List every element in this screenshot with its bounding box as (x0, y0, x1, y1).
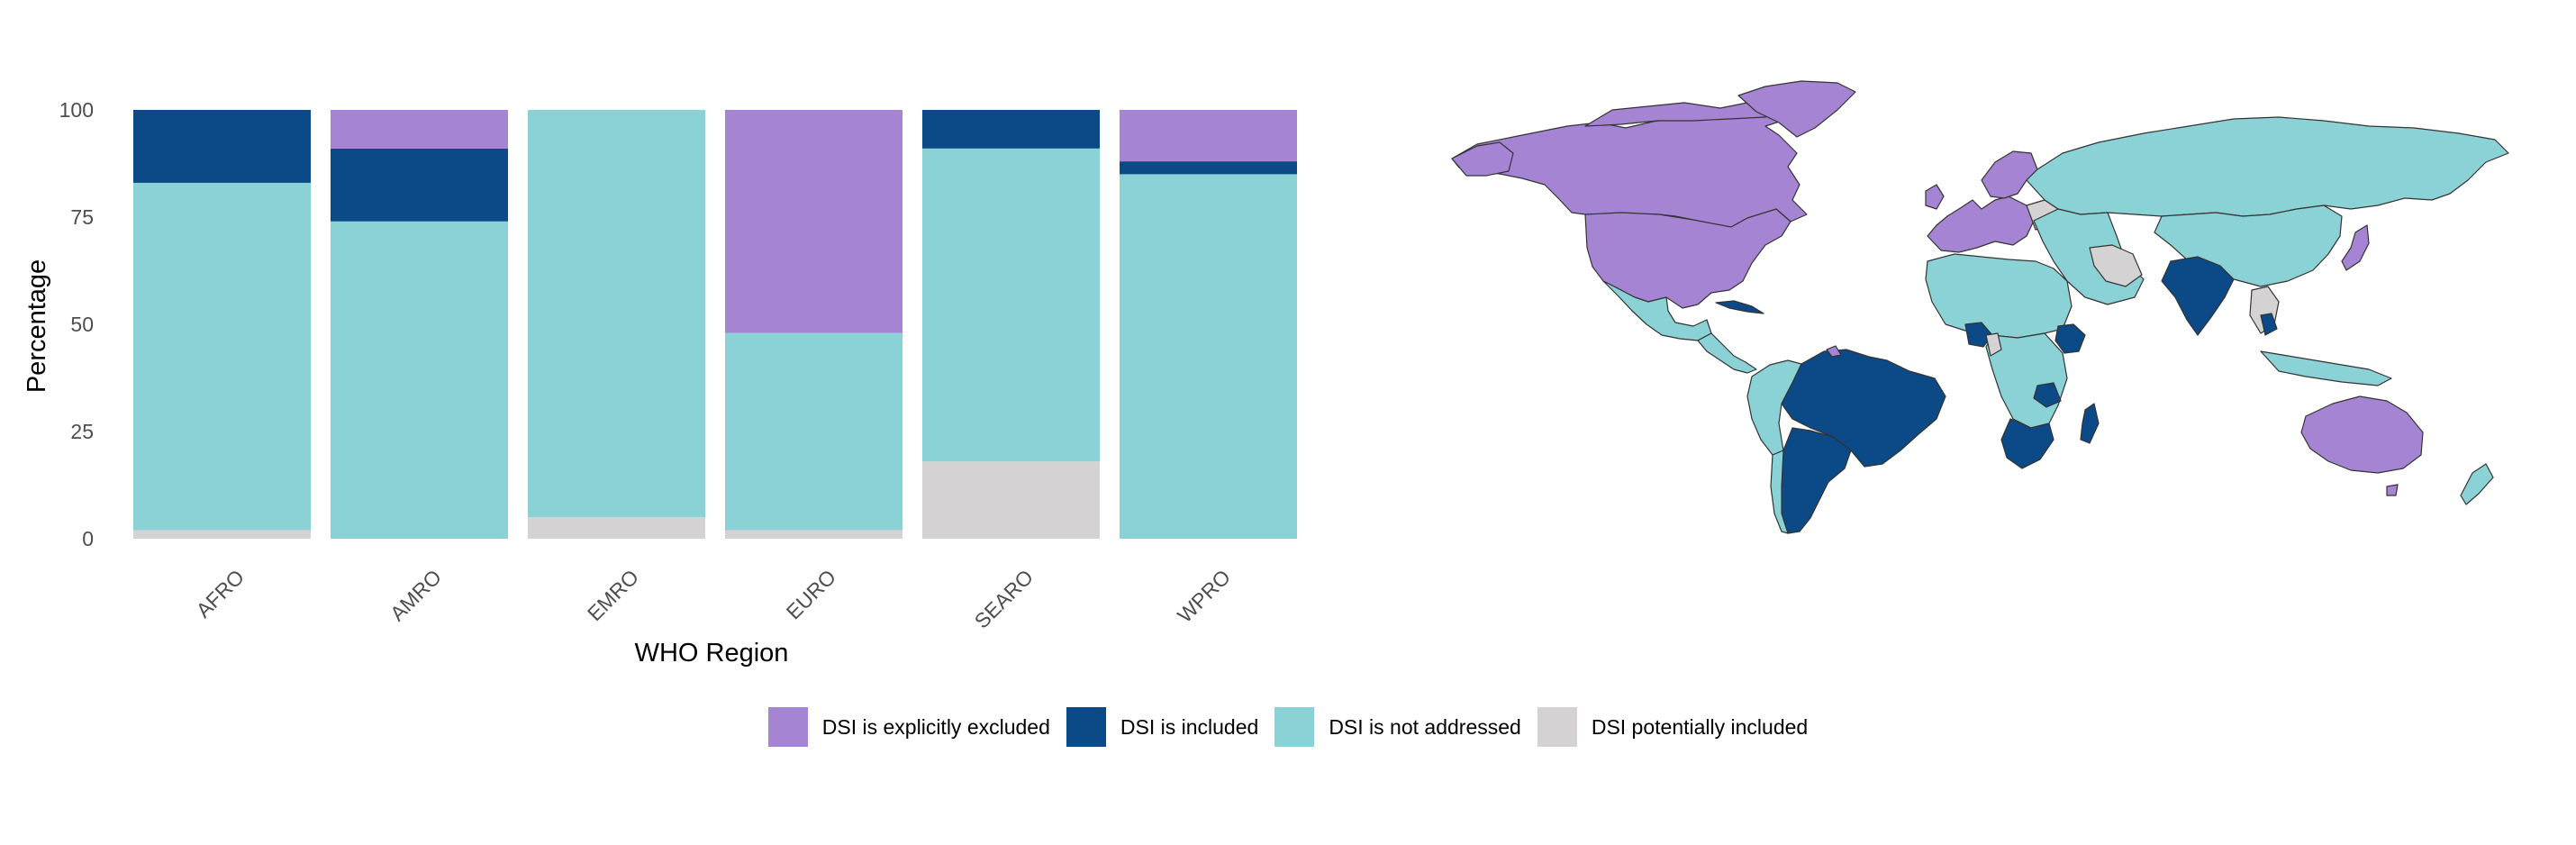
bar-afro-dsi-is-included (133, 110, 311, 183)
legend-key-excluded (767, 707, 808, 747)
legend: DSI is explicitly excluded DSI is includ… (0, 704, 2576, 750)
map-region-greenland (1737, 80, 1856, 138)
map-region-sahel (1985, 332, 2002, 357)
bar-emro-dsi-is-not-addressed (528, 110, 705, 518)
map-region-uk (1925, 184, 1945, 210)
world-choropleth-map (1451, 80, 2509, 534)
y-tick-label-50: 50 (70, 313, 94, 336)
x-tick-label-amro: AMRO (385, 565, 446, 625)
bar-amro-dsi-is-not-addressed (331, 221, 508, 539)
legend-item-included: DSI is included (1066, 707, 1258, 747)
y-tick-label-100: 100 (59, 98, 94, 122)
bar-euro-dsi-is-explicitly-excluded (725, 110, 903, 333)
bar-searo-dsi-is-included (922, 110, 1100, 149)
legend-item-excluded: DSI is explicitly excluded (767, 707, 1050, 747)
map-region-guiana (1826, 345, 1842, 358)
map-region-ethiopia (2054, 323, 2086, 354)
bar-euro-dsi-potentially-included (725, 530, 903, 539)
bar-wpro-dsi-is-explicitly-excluded (1120, 110, 1297, 162)
map-region-cuba (1715, 300, 1764, 314)
map-region-japan (2341, 224, 2370, 271)
legend-label-potentially-included: DSI potentially included (1591, 714, 1809, 739)
bar-amro-dsi-is-included (331, 148, 508, 222)
legend-item-not-addressed: DSI is not addressed (1274, 707, 1521, 747)
map-region-europe-west (1927, 195, 2035, 253)
bar-afro-dsi-potentially-included (133, 530, 311, 539)
y-tick-label-0: 0 (82, 527, 94, 550)
map-region-tasmania (2386, 484, 2399, 496)
x-axis-title: WHO Region (635, 639, 789, 668)
bar-emro-dsi-potentially-included (528, 517, 705, 539)
map-region-southern-africa (2000, 418, 2054, 469)
x-tick-label-emro: EMRO (583, 565, 643, 625)
map-region-australia (2300, 395, 2424, 474)
bars (133, 110, 1297, 539)
map-region-south-america-west (1746, 359, 1802, 456)
map-region-mexico (1602, 280, 1712, 341)
y-axis: 0 25 50 75 100 (59, 98, 94, 550)
x-tick-label-afro: AFRO (191, 565, 249, 622)
bar-afro-dsi-is-not-addressed (133, 182, 311, 531)
legend-key-included (1066, 707, 1106, 747)
legend-item-potentially-included: DSI potentially included (1537, 707, 1808, 747)
map-region-russia (2026, 116, 2509, 217)
y-axis-title: Percentage (23, 259, 51, 393)
legend-key-potentially-included (1537, 707, 1577, 747)
map-region-east-africa (2033, 382, 2062, 408)
map-region-north-africa (1925, 253, 2073, 339)
bar-wpro-dsi-is-included (1120, 161, 1297, 175)
legend-label-excluded: DSI is explicitly excluded (821, 714, 1050, 739)
bar-searo-dsi-is-not-addressed (922, 148, 1100, 462)
map-region-indonesia (2260, 350, 2392, 386)
x-axis: AFRO AMRO EMRO EURO SEARO WPRO (191, 565, 1235, 632)
map-region-alaska (1451, 141, 1514, 177)
x-tick-label-wpro: WPRO (1173, 565, 1235, 627)
map-region-new-zealand (2460, 463, 2494, 505)
y-tick-label-25: 25 (70, 420, 94, 443)
map-region-scandinavia (1981, 150, 2038, 199)
map-region-brazil (1781, 349, 1946, 468)
map-region-madagascar (2080, 403, 2100, 444)
bar-amro-dsi-is-explicitly-excluded (331, 110, 508, 149)
map-region-central-america (1697, 332, 1757, 374)
bar-wpro-dsi-is-not-addressed (1120, 174, 1297, 539)
y-tick-label-75: 75 (70, 205, 94, 229)
stacked-bar-chart: 0 25 50 75 100 AFRO AMRO EMRO EURO SEARO WPRO Per… (23, 98, 1297, 668)
legend-label-included: DSI is included (1120, 714, 1259, 739)
legend-label-not-addressed: DSI is not addressed (1329, 714, 1521, 739)
map-region-iran (2089, 244, 2143, 287)
x-tick-label-searo: SEARO (970, 565, 1038, 632)
x-tick-label-euro: EURO (782, 565, 840, 623)
legend-key-not-addressed (1274, 707, 1315, 747)
bar-euro-dsi-is-not-addressed (725, 332, 903, 531)
map-region-india (2161, 256, 2235, 336)
map-region-myanmar (2260, 313, 2278, 336)
map-region-chile (1770, 450, 1789, 534)
bar-searo-dsi-potentially-included (922, 461, 1100, 539)
map-region-argentina (1781, 427, 1852, 534)
